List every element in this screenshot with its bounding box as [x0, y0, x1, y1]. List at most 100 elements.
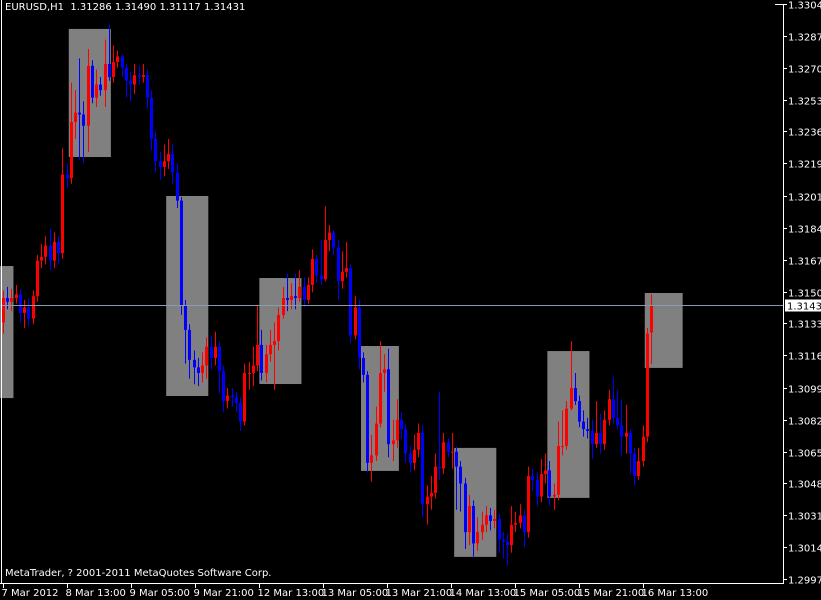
candle-body: [523, 515, 526, 533]
candle: [404, 423, 407, 463]
candle-body: [298, 286, 301, 299]
candle-body: [218, 346, 221, 372]
candle: [642, 425, 645, 467]
candle-body: [70, 121, 73, 179]
candle: [167, 138, 170, 169]
candle: [150, 90, 153, 151]
candle-body: [620, 425, 623, 437]
candle: [163, 144, 166, 177]
candle: [44, 236, 47, 265]
candle-body: [616, 417, 619, 426]
price-tick-label: 1.30480: [788, 480, 821, 491]
candle-body: [375, 423, 378, 456]
candle: [193, 350, 196, 385]
candle: [629, 429, 632, 475]
candle: [387, 348, 390, 458]
candle-body: [99, 84, 102, 91]
candle: [358, 299, 361, 370]
candle: [282, 286, 285, 319]
candle-body: [608, 399, 611, 420]
candle-body: [349, 268, 352, 336]
candle-body: [78, 112, 81, 115]
candle-body: [222, 371, 225, 402]
candle-body: [176, 172, 179, 201]
candle-body: [451, 451, 454, 453]
candle-body: [10, 298, 13, 302]
candle-body: [591, 431, 594, 445]
candle: [180, 196, 183, 315]
candle: [561, 410, 564, 456]
candle-body: [438, 466, 441, 469]
price-tick-label: 1.31335: [788, 320, 821, 331]
candle: [222, 365, 225, 413]
candle-body: [311, 258, 314, 285]
candle-body: [138, 75, 141, 78]
candle-body: [603, 419, 606, 445]
symbol-timeframe: EURUSD,H1: [5, 2, 65, 13]
time-tick-label: 14 Mar 13:00: [450, 588, 517, 599]
candle-body: [82, 114, 85, 126]
time-tick-label: 8 Mar 13:00: [66, 588, 126, 599]
candle-body: [400, 419, 403, 430]
candle: [582, 410, 585, 437]
candle-body: [396, 419, 399, 441]
candle-body: [612, 399, 615, 418]
candle: [481, 511, 484, 540]
candle: [201, 352, 204, 383]
candle-body: [472, 505, 475, 544]
candle: [502, 532, 505, 559]
price-tick-label: 1.30990: [788, 385, 821, 396]
candle: [15, 284, 18, 304]
candle: [341, 251, 344, 289]
candle: [49, 228, 52, 270]
candle-body: [332, 232, 335, 248]
time-tick-label: 9 Mar 05:00: [130, 588, 190, 599]
candle: [523, 509, 526, 548]
candle-body: [574, 387, 577, 402]
candle: [298, 269, 301, 302]
candle-body: [108, 63, 111, 78]
candle: [459, 461, 462, 512]
candle: [455, 446, 458, 510]
candle: [421, 425, 424, 518]
price-tick-label: 1.32360: [788, 128, 821, 139]
candle-body: [142, 75, 145, 78]
candle: [603, 410, 606, 450]
candle: [214, 331, 217, 366]
candle: [205, 337, 208, 379]
candle-body: [498, 519, 501, 540]
current-price-label: 1.31431: [785, 299, 821, 313]
candle-body: [265, 354, 268, 373]
candle: [375, 406, 378, 462]
candle: [392, 419, 395, 462]
candle: [125, 63, 128, 98]
candle: [116, 50, 119, 68]
candle-body: [66, 174, 69, 179]
price-tick-label: 1.31165: [788, 352, 821, 363]
price-tick-label: 1.30310: [788, 512, 821, 523]
time-tick-label: 16 Mar 13:00: [642, 588, 709, 599]
candle-body: [303, 286, 306, 300]
candle-body: [104, 63, 107, 91]
candle-body: [565, 408, 568, 447]
candle-body: [290, 296, 293, 300]
candle: [506, 534, 509, 566]
candle-body: [650, 305, 653, 333]
candle: [2, 290, 5, 334]
time-tick-label: 9 Mar 21:00: [194, 588, 254, 599]
candle: [578, 395, 581, 428]
candle: [315, 254, 318, 284]
candle-body: [112, 62, 115, 78]
candles: [2, 24, 653, 566]
candle: [95, 69, 98, 108]
candle-body: [27, 307, 30, 319]
candle: [434, 453, 437, 499]
candle-body: [447, 442, 450, 452]
candle: [476, 517, 479, 551]
candle-body: [409, 453, 412, 463]
candle: [74, 90, 77, 139]
candle: [413, 434, 416, 471]
candle-body: [193, 359, 196, 368]
candle-body: [629, 432, 632, 454]
